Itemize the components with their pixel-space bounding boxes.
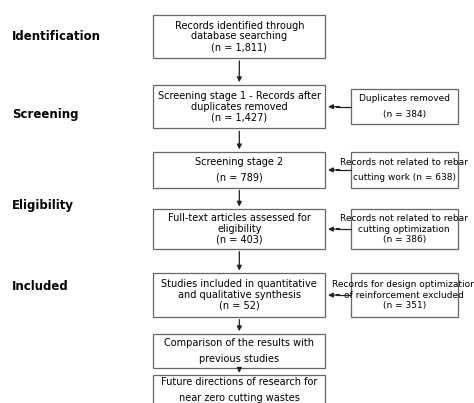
Text: (n = 386): (n = 386) (383, 235, 426, 244)
Text: and qualitative synthesis: and qualitative synthesis (178, 290, 301, 300)
Text: (n = 384): (n = 384) (383, 110, 426, 119)
Text: Screening stage 1 - Records after: Screening stage 1 - Records after (158, 91, 321, 101)
FancyBboxPatch shape (154, 210, 325, 249)
Text: (n = 1,427): (n = 1,427) (211, 112, 267, 123)
FancyBboxPatch shape (351, 210, 457, 249)
Text: (n = 1,811): (n = 1,811) (211, 42, 267, 52)
Text: Identification: Identification (12, 30, 100, 43)
FancyBboxPatch shape (154, 152, 325, 188)
Text: duplicates removed: duplicates removed (191, 102, 288, 112)
Text: (n = 52): (n = 52) (219, 301, 260, 311)
Text: Records identified through: Records identified through (174, 21, 304, 31)
FancyBboxPatch shape (154, 15, 325, 58)
FancyBboxPatch shape (154, 334, 325, 368)
Text: Screening: Screening (12, 108, 78, 121)
Text: Records not related to rebar: Records not related to rebar (340, 158, 468, 166)
Text: Full-text articles assessed for: Full-text articles assessed for (168, 214, 311, 224)
Text: Duplicates removed: Duplicates removed (359, 94, 450, 103)
Text: near zero cutting wastes: near zero cutting wastes (179, 393, 300, 403)
Text: Records not related to rebar: Records not related to rebar (340, 214, 468, 223)
Text: eligibility: eligibility (217, 224, 262, 234)
Text: database searching: database searching (191, 31, 287, 42)
FancyBboxPatch shape (351, 152, 457, 188)
FancyBboxPatch shape (351, 273, 457, 317)
FancyBboxPatch shape (154, 273, 325, 317)
Text: Records for design optimization: Records for design optimization (332, 280, 474, 289)
Text: cutting optimization: cutting optimization (358, 224, 450, 234)
Text: of reinforcement excluded: of reinforcement excluded (344, 291, 464, 299)
Text: previous studies: previous studies (199, 354, 279, 364)
Text: Studies included in quantitative: Studies included in quantitative (162, 279, 317, 289)
Text: Future directions of research for: Future directions of research for (161, 377, 318, 387)
Text: (n = 403): (n = 403) (216, 235, 263, 245)
Text: (n = 351): (n = 351) (383, 301, 426, 310)
Text: Comparison of the results with: Comparison of the results with (164, 338, 314, 348)
FancyBboxPatch shape (351, 89, 457, 125)
Text: Eligibility: Eligibility (12, 199, 74, 212)
FancyBboxPatch shape (154, 85, 325, 129)
Text: (n = 789): (n = 789) (216, 173, 263, 183)
Text: Included: Included (12, 280, 68, 293)
Text: cutting work (n = 638): cutting work (n = 638) (353, 173, 456, 182)
FancyBboxPatch shape (154, 376, 325, 403)
Text: Screening stage 2: Screening stage 2 (195, 157, 283, 167)
